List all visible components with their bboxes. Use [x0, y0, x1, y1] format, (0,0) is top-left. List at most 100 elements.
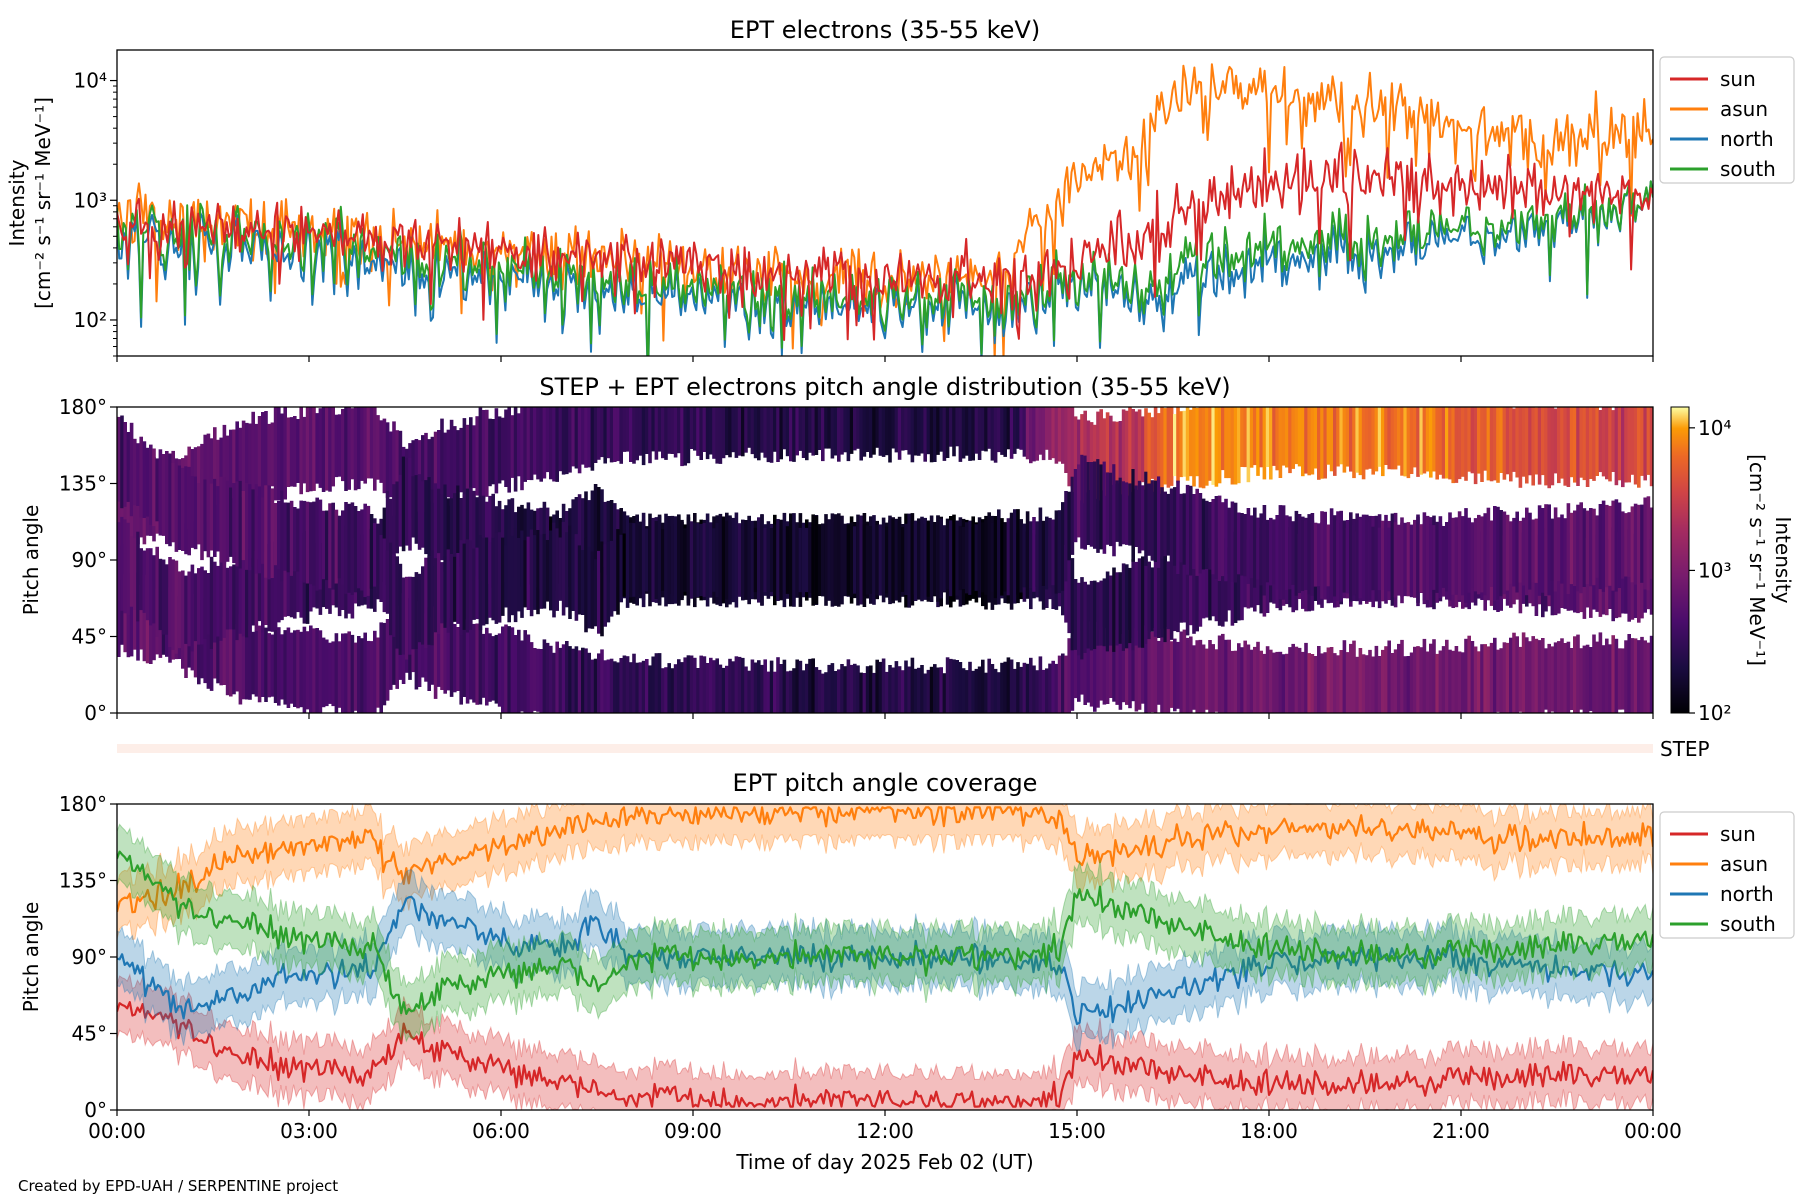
pad-cell-south [632, 523, 636, 597]
pad-cell-north [216, 565, 220, 637]
pad-cell-north [1112, 567, 1116, 652]
pad-cell-sun [1576, 634, 1580, 713]
pad-cell-north [581, 498, 585, 577]
pad-cell-south [600, 541, 604, 637]
pad-cell-south [1499, 510, 1503, 597]
pad-cell-south [561, 521, 566, 616]
pad-cell-south [1371, 526, 1375, 591]
pad-cell-south [395, 556, 399, 649]
pad-cell-asun [277, 407, 281, 501]
pad-cell-asun [1035, 407, 1039, 461]
pad-cell-south [1537, 505, 1542, 596]
pad-cell-asun [1141, 416, 1145, 483]
pad-cell-south [318, 499, 323, 590]
pad-cell-south [187, 466, 191, 556]
pad-cell-sun [1125, 632, 1129, 705]
pad-cell-asun [373, 407, 377, 491]
pad-cell-asun [117, 471, 121, 547]
pad-cell-south [155, 458, 159, 522]
pad-cell-south [1141, 485, 1145, 551]
pad-cell-sun [1621, 648, 1625, 710]
pad-cell-sun [1131, 637, 1135, 702]
pad-cell-south [1233, 502, 1238, 583]
pad-cell-sun [257, 625, 262, 703]
pad-cell-south [645, 528, 649, 592]
pad-cell-south [1038, 507, 1043, 600]
pad-cell-south [1278, 505, 1283, 600]
pad-cell-sun [462, 624, 467, 697]
pad-cell-sun [1515, 636, 1519, 713]
pad-cell-north [235, 552, 239, 641]
pad-cell-north [590, 490, 595, 570]
pad-cell-asun [1617, 407, 1622, 481]
pad-cell-south [350, 502, 355, 595]
pad-cell-south [1000, 518, 1004, 596]
pad-cell-asun [1320, 407, 1324, 479]
pad-cell-sun [1630, 638, 1635, 713]
colorbar-tick-label: 10² [1698, 701, 1731, 725]
pad-cell-sun [347, 631, 351, 713]
pad-cell-asun [1185, 407, 1190, 481]
pad-cell-south [1189, 485, 1193, 576]
pad-cell-asun [1243, 407, 1247, 468]
pad-cell-sun [910, 657, 915, 713]
pad-cell-sun [808, 658, 812, 713]
pad-cell-asun [1483, 407, 1487, 471]
pad-cell-asun [1131, 409, 1135, 493]
pad-cell-asun [1464, 407, 1468, 481]
pad-cell-south [1451, 517, 1455, 595]
pad-cell-asun [1297, 407, 1302, 467]
pad-cell-asun [1301, 407, 1305, 477]
pad-cell-asun [811, 407, 815, 456]
pad-cell-south [856, 514, 860, 606]
pad-cell-asun [571, 407, 575, 467]
pad-cell-asun [1032, 407, 1036, 462]
pad-cell-asun [248, 423, 252, 492]
pad-cell-sun [376, 637, 380, 708]
pad-cell-north [133, 538, 137, 610]
pad-cell-asun [990, 407, 995, 461]
pad-cell-south [846, 524, 851, 596]
pad-cell-north [462, 494, 467, 573]
panel3-title: EPT pitch angle coverage [733, 769, 1038, 797]
pad-cell-north [289, 546, 294, 618]
pad-cell-sun [1384, 646, 1388, 713]
pad-cell-sun [1544, 648, 1548, 710]
pad-cell-sun [1057, 655, 1062, 713]
pad-cell-sun [526, 634, 531, 713]
pad-panel: STEP + EPT electrons pitch angle distrib… [19, 373, 1795, 761]
pad-cell-asun [1435, 407, 1439, 480]
pad-cell-asun [280, 413, 284, 493]
pad-cell-south [1566, 503, 1571, 594]
pad-cell-south [773, 524, 777, 596]
pad-cell-south [622, 533, 627, 597]
pad-cell-asun [837, 407, 841, 462]
pad-cell-sun [225, 610, 230, 696]
pad-cell-asun [1112, 421, 1116, 485]
pad-cell-sun [232, 617, 236, 695]
pad-cell-south [181, 467, 185, 551]
pad-cell-sun [747, 670, 751, 713]
pad-cell-asun [267, 423, 271, 486]
pad-cell-asun [497, 416, 502, 484]
pad-cell-asun [1550, 407, 1555, 486]
pad-cell-asun [904, 407, 908, 451]
pad-cell-north [446, 498, 451, 560]
pad-cell-sun [1201, 644, 1206, 713]
pad-cell-north [472, 490, 476, 581]
pad-cell-north [1089, 580, 1094, 651]
pad-cell-south [325, 510, 329, 581]
pad-cell-sun [1211, 644, 1215, 713]
pad-cell-sun [552, 652, 556, 713]
pad-cell-sun [1393, 649, 1398, 713]
pad-cell-sun [433, 606, 438, 699]
pad-cell-sun [1461, 652, 1465, 713]
pad-cell-south [1349, 512, 1353, 602]
pad-cell-asun [1221, 407, 1225, 471]
pad-cell-asun [1246, 407, 1251, 483]
pad-cell-north [1125, 564, 1129, 649]
colorbar [1670, 406, 1690, 714]
pad-cell-asun [1041, 407, 1046, 461]
pad-cell-asun [341, 409, 345, 482]
pad-cell-asun [1400, 407, 1404, 476]
